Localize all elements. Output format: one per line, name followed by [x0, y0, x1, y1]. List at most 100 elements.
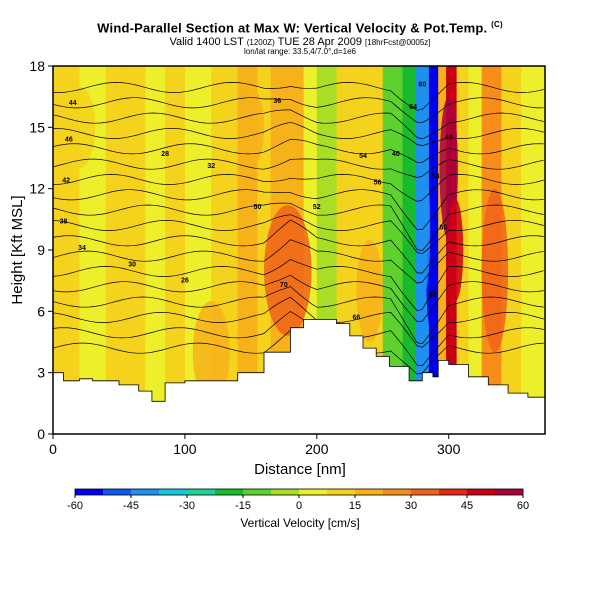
- x-axis-label: Distance [nm]: [254, 461, 346, 478]
- w-core: [237, 86, 265, 169]
- w-band: [257, 66, 272, 434]
- colorbar-swatch: [215, 489, 244, 495]
- w-band: [438, 66, 447, 434]
- y-tick-label: 9: [37, 242, 45, 258]
- w-band: [165, 66, 186, 434]
- x-tick-label: 200: [305, 441, 329, 457]
- colorbar-swatch: [271, 489, 300, 495]
- contour-label: 40: [392, 151, 400, 158]
- colorbar-swatch: [187, 489, 216, 495]
- theta-contour: [53, 219, 544, 274]
- contour-label: 48: [445, 135, 453, 142]
- contour-label: 34: [78, 245, 86, 252]
- theta-contour: [53, 158, 544, 178]
- contour-label: 42: [62, 178, 70, 185]
- terrain-profile: [53, 319, 545, 434]
- chart-subtitle-small: lon/lat range: 33.5,4/7.0°,d=1e6: [244, 47, 356, 56]
- colorbar-swatch: [495, 489, 524, 495]
- theta-contour: [53, 121, 544, 146]
- contour-label: 46: [65, 137, 73, 144]
- theta-contour: [53, 311, 544, 367]
- contour-label: 44: [69, 100, 77, 107]
- colorbar-swatch: [299, 489, 328, 495]
- colorbar-swatch: [411, 489, 440, 495]
- colorbar-swatch: [75, 489, 104, 495]
- terrain-mask: [53, 319, 545, 434]
- colorbar-swatch: [439, 489, 468, 495]
- theta-contour: [53, 214, 544, 255]
- w-band: [501, 66, 522, 434]
- colorbar-tick-label: 15: [349, 500, 361, 512]
- theta-contour: [53, 97, 544, 124]
- chart-subtitle: Valid 1400 LST (1200Z) TUE 28 Apr 2009 […: [169, 36, 431, 48]
- contour-label: 58: [432, 173, 440, 180]
- contour-label: 32: [207, 163, 215, 170]
- potential-temperature-contours: 80 64 48 40 36 32 28 44 46 42 38 34 30 26 50 52 54 56 58 60…: [53, 81, 544, 375]
- theta-contour: [53, 138, 544, 163]
- colorbar-tick-label: -15: [235, 500, 251, 512]
- contour-label: 56: [374, 180, 382, 187]
- colorbar-swatch: [103, 489, 132, 495]
- theta-contour: [53, 174, 544, 202]
- colorbar-swatch: [383, 489, 412, 495]
- colorbar-tick-label: 0: [296, 500, 302, 512]
- theta-contour: [53, 239, 544, 284]
- w-core: [481, 188, 509, 353]
- theta-contour: [53, 286, 544, 344]
- w-band: [145, 66, 166, 434]
- contour-label: 66: [352, 315, 360, 322]
- w-core: [419, 168, 431, 291]
- colorbar-tick-label: -45: [123, 500, 139, 512]
- colorbar-swatch: [327, 489, 356, 495]
- y-axis-label: Height [Kft MSL]: [9, 195, 26, 304]
- contour-label: 60: [440, 225, 448, 232]
- colorbar-tick-label: 45: [461, 500, 473, 512]
- colorbar-tick-label: -30: [179, 500, 195, 512]
- contour-label: 62: [429, 292, 437, 299]
- contour-label: 28: [161, 151, 169, 158]
- contour-label: 50: [254, 204, 262, 211]
- theta-contour: [53, 189, 544, 230]
- x-tick-label: 0: [49, 441, 57, 457]
- contour-label: 70: [280, 282, 288, 289]
- w-band: [382, 66, 404, 434]
- colorbar-swatch: [131, 489, 160, 495]
- contour-label: 38: [60, 218, 68, 225]
- w-core: [447, 198, 464, 302]
- w-core: [63, 86, 96, 169]
- y-tick-label: 12: [29, 181, 45, 197]
- w-core: [356, 239, 383, 342]
- contour-label: 30: [128, 261, 136, 268]
- w-band: [402, 66, 417, 434]
- w-core: [192, 301, 230, 404]
- theta-contour: [53, 109, 544, 140]
- colorbar-swatch: [467, 489, 496, 495]
- w-band: [125, 66, 146, 434]
- y-tick-label: 0: [37, 426, 45, 442]
- w-band: [468, 66, 483, 434]
- theta-contour: [53, 274, 544, 322]
- theta-contour: [53, 202, 544, 252]
- colorbar: -60 -45 -30 -15 0 15 30 45 60: [67, 488, 529, 512]
- colorbar-label: Vertical Velocity [cm/s]: [240, 516, 359, 530]
- colorbar-swatch: [355, 489, 384, 495]
- contour-label: 64: [409, 104, 417, 111]
- y-tick-label: 18: [29, 58, 45, 74]
- theta-contour: [53, 82, 544, 111]
- w-band: [521, 66, 545, 434]
- colorbar-tick-label: 30: [405, 500, 417, 512]
- x-tick-label: 300: [437, 441, 461, 457]
- vertical-velocity-field: [53, 66, 545, 434]
- contour-label: 36: [273, 98, 281, 105]
- colorbar-swatch: [159, 489, 188, 495]
- w-band: [105, 66, 127, 434]
- x-tick-label: 100: [173, 441, 197, 457]
- colorbar-swatch: [243, 489, 272, 495]
- colorbar-tick-label: 60: [517, 500, 529, 512]
- y-tick-label: 6: [37, 303, 45, 319]
- colorbar-tick-label: -60: [67, 500, 83, 512]
- contour-label: 26: [181, 278, 189, 285]
- chart-title: Wind-Parallel Section at Max W: Vertical…: [97, 20, 503, 36]
